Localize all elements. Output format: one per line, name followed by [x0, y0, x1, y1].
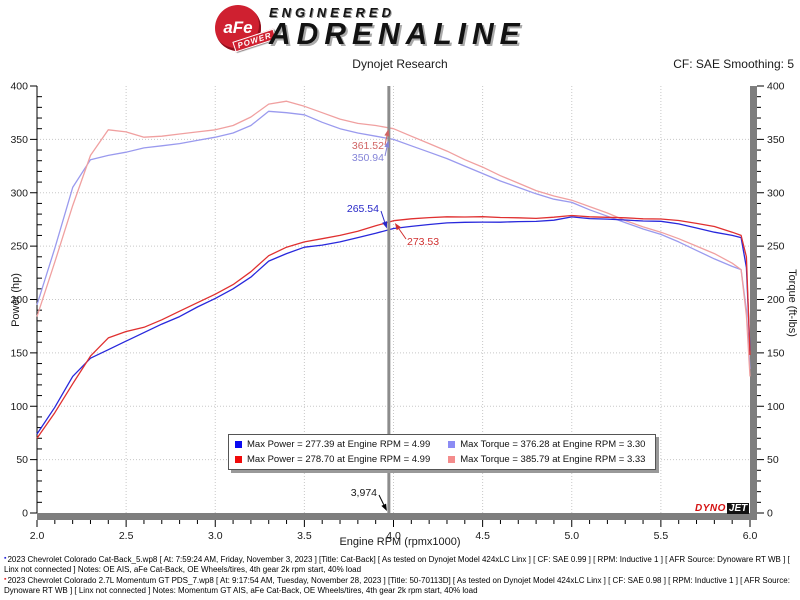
- power-tick-label: 150: [10, 347, 28, 359]
- legend-text: Max Power = 278.70 at Engine RPM = 4.99: [247, 454, 431, 465]
- rpm-tick-label: 4.0: [386, 530, 401, 542]
- power-tick-label: 400: [10, 81, 28, 93]
- rpm-tick-label: 3.0: [208, 530, 223, 542]
- curve-torque-stock: [36, 110, 751, 369]
- power-tick-label: 350: [10, 134, 28, 146]
- cursor-value-torque-modified: 361.52: [351, 140, 384, 152]
- legend-item-max-power-stock: Max Power = 277.39 at Engine RPM = 4.99: [235, 437, 430, 452]
- cursor-rpm-label: 3,974: [350, 487, 377, 499]
- legend-swatch-torque-modified: [448, 456, 456, 463]
- power-axis-title: Power (hp): [10, 273, 22, 327]
- rpm-axis-title: Engine RPM (rpmx1000): [339, 536, 461, 548]
- brand-text: ENGINEERED ADRENALINE: [269, 5, 526, 50]
- run-text: 2023 Chevrolet Colorado Cat-Back_5.wp8 […: [4, 555, 790, 574]
- plot-canvas[interactable]: 0 0 50 50 100 100 150 150 200 200 250 250 300 300 350 3…: [0, 75, 800, 553]
- legend-item-max-torque-modified: Max Torque = 385.79 at Engine RPM = 3.33: [448, 452, 645, 467]
- legend-item-max-power-modified: Max Power = 278.70 at Engine RPM = 4.99: [235, 452, 430, 467]
- power-tick-label: 200: [10, 294, 28, 306]
- rpm-tick-label: 6.0: [743, 530, 758, 542]
- torque-tick-label: 300: [767, 187, 785, 199]
- power-tick-label: 50: [16, 454, 28, 466]
- cursor-value-power-stock: 265.54: [346, 203, 379, 215]
- legend-text: Max Power = 277.39 at Engine RPM = 4.99: [247, 439, 431, 450]
- torque-tick-label: 200: [767, 294, 785, 306]
- afe-circle-text: aFe: [223, 18, 253, 37]
- run-info-line-stock: ▪2023 Chevrolet Colorado Cat-Back_5.wp8 …: [4, 554, 797, 575]
- dynojet-logo: DYNO JET: [695, 503, 750, 514]
- torque-tick-label: 0: [767, 508, 773, 520]
- marker-arrow-torque-modified-line: [384, 135, 388, 146]
- afe-circle-logo: aFe POWER: [215, 5, 277, 53]
- smoothing-label: CF: SAE Smoothing: 5: [673, 57, 794, 71]
- marker-arrow-power-stock-line: [380, 210, 386, 223]
- rpm-tick-label: 4.5: [475, 530, 490, 542]
- torque-axis-title: Torque (ft-lbs): [786, 269, 798, 337]
- marker-arrow-power-stock-head: [382, 221, 388, 229]
- legend-box[interactable]: Max Power = 277.39 at Engine RPM = 4.99 …: [228, 434, 657, 470]
- torque-tick-label: 250: [767, 241, 785, 253]
- torque-tick-label: 50: [767, 454, 779, 466]
- cursor-value-power-modified: 273.53: [407, 236, 440, 248]
- legend-item-max-torque-stock: Max Torque = 376.28 at Engine RPM = 3.30: [448, 437, 645, 452]
- adrenaline-text: ADRENALINE: [269, 17, 526, 52]
- curve-power-stock: [36, 216, 751, 435]
- rpm-tick-label: 3.5: [297, 530, 312, 542]
- run-bullet-modified: ▪: [4, 576, 7, 583]
- legend-text: Max Torque = 385.79 at Engine RPM = 3.33: [460, 454, 646, 465]
- dynojet-logo-jet: JET: [726, 503, 750, 514]
- torque-tick-label: 400: [767, 81, 785, 93]
- engineered-text: ENGINEERED: [269, 5, 395, 20]
- power-tick-label: 300: [10, 187, 28, 199]
- legend-swatch-power-stock: [235, 441, 242, 448]
- legend-swatch-power-modified: [235, 456, 242, 463]
- run-bullet-stock: ▪: [4, 555, 7, 562]
- marker-arrow-torque-stock-head: [384, 140, 390, 148]
- power-tick-label: 0: [22, 508, 28, 520]
- report-title: Dynojet Research: [352, 57, 448, 71]
- marker-arrow-power-modified-head: [394, 223, 401, 231]
- power-tick-label: 250: [10, 241, 28, 253]
- cursor-value-torque-stock: 350.94: [351, 152, 384, 164]
- run-text: 2023 Chevrolet Colorado 2.7L Momentum GT…: [4, 576, 790, 595]
- torque-tick-label: 150: [767, 347, 785, 359]
- rpm-tick-label: 2.0: [30, 530, 45, 542]
- power-tick-label: 100: [10, 401, 28, 413]
- rpm-tick-label: 5.0: [564, 530, 579, 542]
- torque-tick-label: 100: [767, 401, 785, 413]
- rpm-tick-label: 5.5: [654, 530, 669, 542]
- cursor-rpm-arrow-line: [378, 494, 385, 505]
- run-info-line-modified: ▪2023 Chevrolet Colorado 2.7L Momentum G…: [4, 575, 797, 596]
- v-scrollbar[interactable]: [750, 86, 757, 520]
- curve-power-modified: [36, 214, 751, 439]
- h-scrollbar[interactable]: [37, 513, 757, 520]
- afe-logo: aFe POWER ENGINEERED ADRENALINE: [215, 5, 526, 53]
- run-info: ▪2023 Chevrolet Colorado Cat-Back_5.wp8 …: [4, 554, 797, 596]
- cursor-rpm-arrow-head: [381, 503, 387, 511]
- marker-arrow-torque-modified-head: [384, 129, 390, 137]
- dynojet-logo-dyno: DYNO: [695, 503, 726, 514]
- dyno-chart: 0 0 50 50 100 100 150 150 200 200 250 250 300 300 350 3…: [0, 75, 800, 553]
- torque-tick-label: 350: [767, 134, 785, 146]
- marker-arrow-power-modified-line: [398, 228, 407, 240]
- legend-swatch-torque-stock: [448, 441, 456, 448]
- legend-text: Max Torque = 376.28 at Engine RPM = 3.30: [460, 439, 646, 450]
- rpm-tick-label: 2.5: [119, 530, 134, 542]
- curve-torque-modified: [36, 100, 751, 377]
- marker-arrow-torque-stock-line: [384, 147, 388, 157]
